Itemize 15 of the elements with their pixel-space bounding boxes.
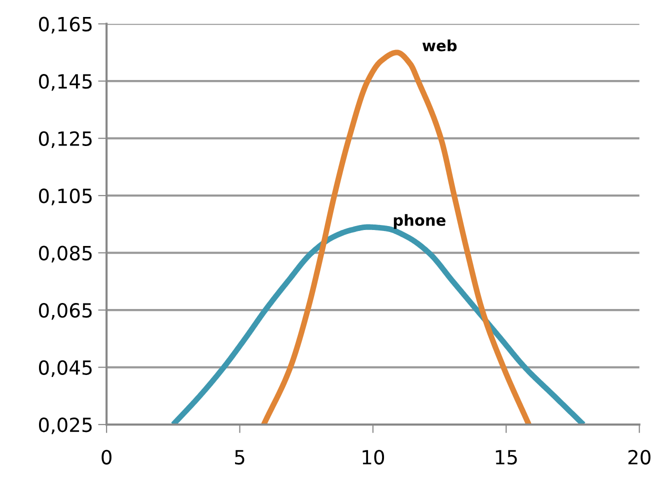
series-label: phone <box>394 214 446 229</box>
x-tick-label: 5 <box>235 450 244 465</box>
y-tick-label: 0,125 <box>38 131 92 148</box>
y-tick-label: 0,165 <box>38 16 92 34</box>
y-tick-label: 0,025 <box>38 417 92 434</box>
y-tick-label: 0,045 <box>38 360 92 377</box>
x-tick-label: 0 <box>102 450 112 465</box>
series-label: web <box>422 40 457 52</box>
y-tick-label: 0,085 <box>38 246 92 262</box>
x-tick-label: 20 <box>628 450 650 465</box>
x-tick-label: 15 <box>496 450 517 465</box>
x-tick-label: 10 <box>362 450 384 465</box>
y-tick-label: 0,145 <box>38 74 92 91</box>
y-tick-label: 0,065 <box>38 303 92 320</box>
y-tick-label: 0,105 <box>38 188 92 206</box>
